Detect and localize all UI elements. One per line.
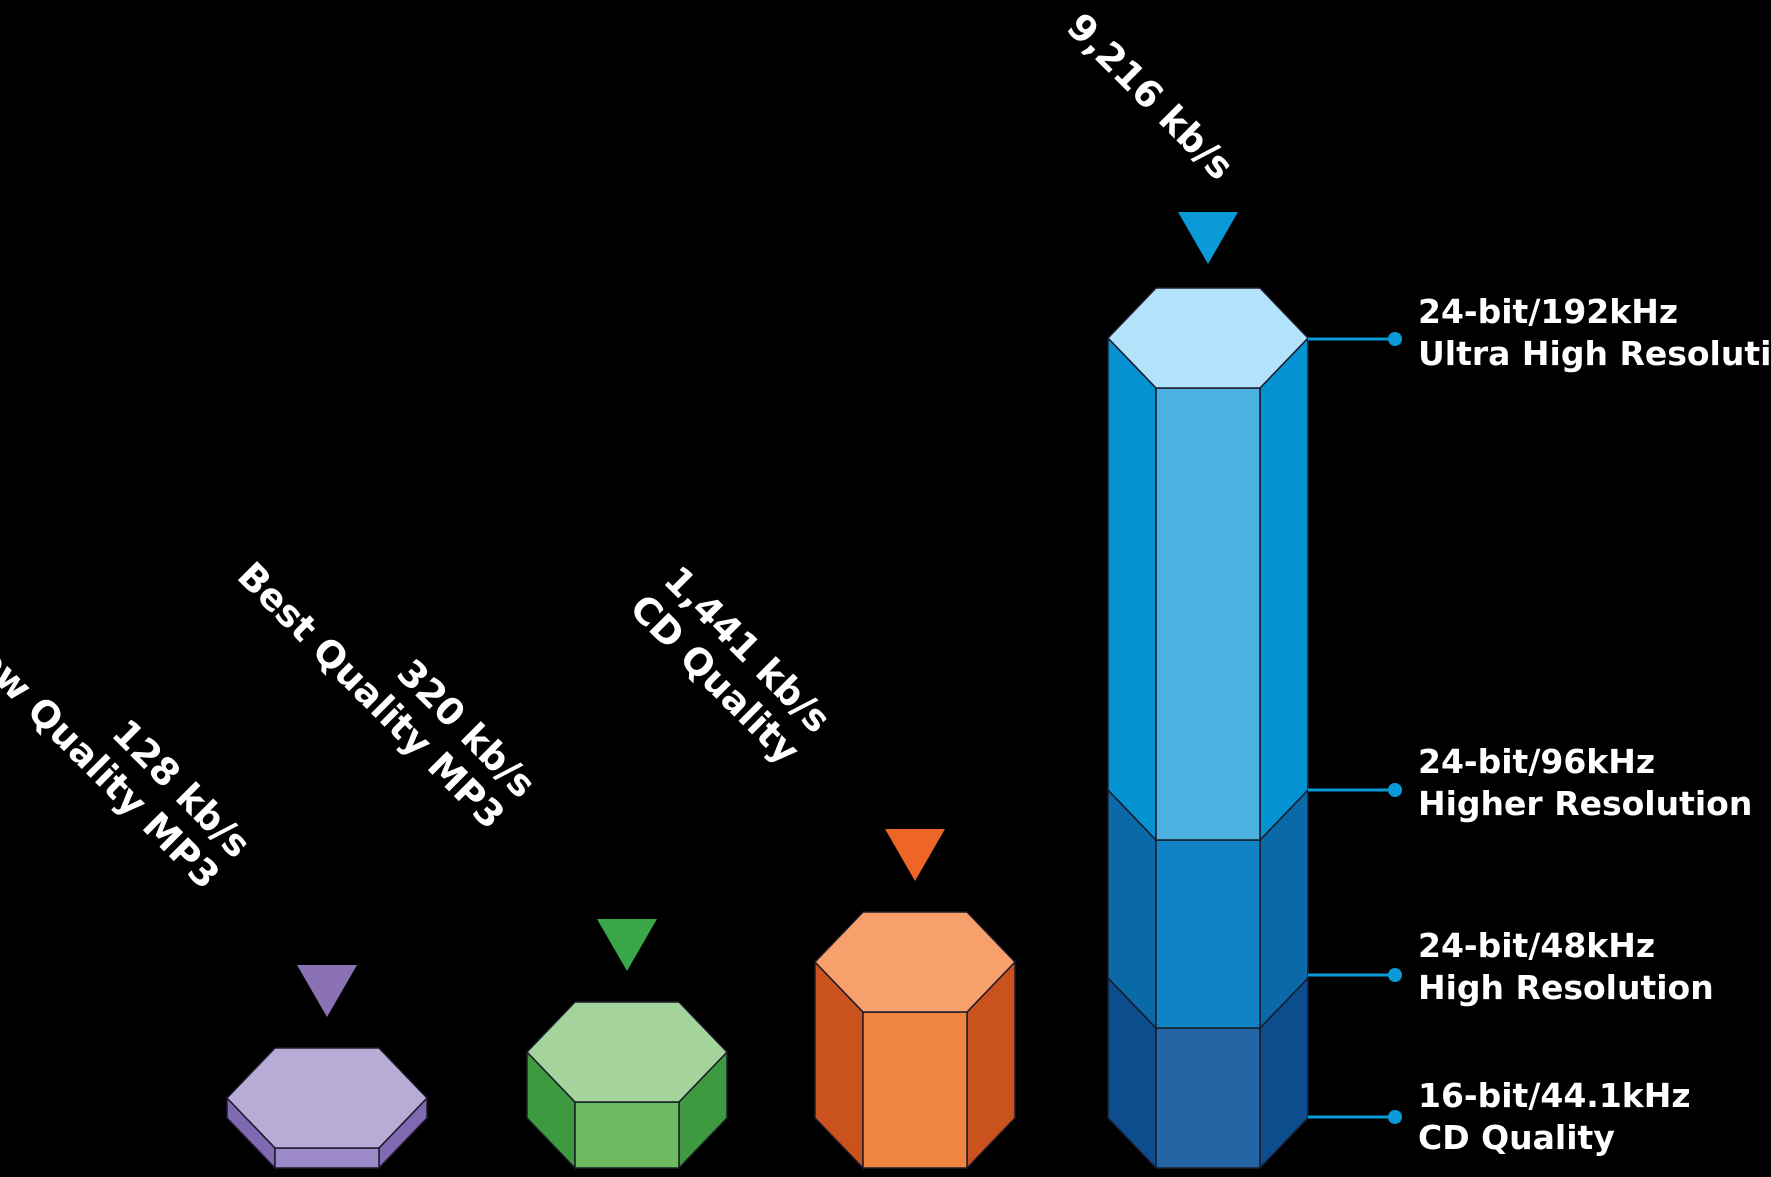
bar-1-marker <box>297 965 357 1017</box>
tier-1-desc: CD Quality <box>1418 1118 1615 1157</box>
tier-4-name: 24-bit/192kHz <box>1418 292 1678 331</box>
tier-1-dot <box>1388 1110 1402 1124</box>
bar-4 <box>1106 287 1310 1170</box>
bar-1 <box>225 1047 429 1170</box>
tier-3-name: 24-bit/96kHz <box>1418 742 1655 781</box>
tier-4-desc: Ultra High Resolution <box>1418 334 1771 373</box>
tier-3-dot <box>1388 783 1402 797</box>
bar-4-value-label: 9,216 kb/s <box>1059 5 1243 189</box>
bar-1-value-label: 128 kb/sLow Quality MP3 <box>0 589 259 897</box>
bar-2-value-label: 320 kb/sBest Quality MP3 <box>229 523 544 838</box>
bar-4-tier-1-front-face <box>1155 1027 1261 1169</box>
bar-1-category-text: Low Quality MP3 <box>0 621 228 898</box>
bar-4-marker <box>1178 212 1238 264</box>
bar-4-tier-3-left-face <box>1107 336 1157 842</box>
tier-1-label: 16-bit/44.1kHz CD Quality <box>1418 1076 1691 1157</box>
bar-3-front-face <box>862 1011 968 1169</box>
tier-1-name: 16-bit/44.1kHz <box>1418 1076 1691 1115</box>
tier-2-desc: High Resolution <box>1418 968 1714 1007</box>
tier-4-dot <box>1388 332 1402 346</box>
tier-2-name: 24-bit/48kHz <box>1418 926 1655 965</box>
bar-2-top-face <box>525 1001 729 1103</box>
bar-4-tier-3-right-face <box>1259 336 1309 842</box>
bar-4-tier-2-front-face <box>1155 839 1261 1029</box>
tier-3-label: 24-bit/96kHz Higher Resolution <box>1418 742 1752 823</box>
bar-2 <box>525 1001 729 1170</box>
tier-2-dot <box>1388 968 1402 982</box>
tier-2-label: 24-bit/48kHz High Resolution <box>1418 926 1714 1007</box>
bar-3 <box>813 911 1017 1170</box>
bar-1-front-face <box>274 1147 380 1169</box>
bar-2-marker <box>597 919 657 971</box>
bar-3-value-label: 1,441 kb/sCD Quality <box>621 555 839 773</box>
bar-3-top-face <box>813 911 1017 1013</box>
bar-1-top-face <box>225 1047 429 1149</box>
bar-4-tier-3-front-face <box>1155 387 1261 841</box>
bar-3-marker <box>885 829 945 881</box>
bar-2-category-text: Best Quality MP3 <box>229 554 513 838</box>
tier-3-desc: Higher Resolution <box>1418 784 1752 823</box>
bar-2-front-face <box>574 1101 680 1169</box>
